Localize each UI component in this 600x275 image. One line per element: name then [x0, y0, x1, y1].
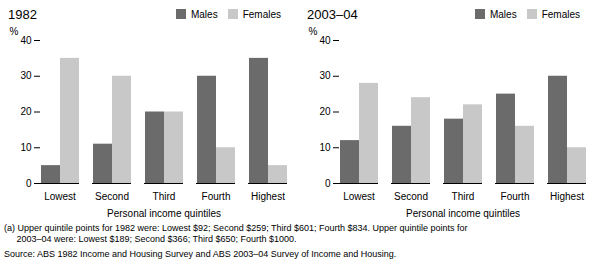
svg-text:40: 40: [20, 35, 32, 46]
svg-text:Second: Second: [95, 191, 129, 202]
svg-text:Fourth: Fourth: [202, 191, 231, 202]
svg-text:Third: Third: [452, 191, 475, 202]
svg-text:Lowest: Lowest: [44, 191, 76, 202]
svg-text:Highest: Highest: [550, 191, 584, 202]
svg-text:30: 30: [20, 70, 32, 81]
html-text:1982: 1982: [8, 6, 37, 22]
svg-text:10: 10: [20, 142, 32, 153]
svg-text:Second: Second: [394, 191, 428, 202]
html-text:2003–04: 2003–04: [307, 6, 358, 22]
svg-text:20: 20: [20, 106, 32, 117]
svg-text:Fourth: Fourth: [501, 191, 530, 202]
svg-text:%: %: [309, 26, 318, 37]
svg-text:10: 10: [319, 142, 331, 153]
html-text:2003–04 were: Lowest $189; Sec: 2003–04 were: Lowest $189; Second $366; …: [4, 234, 297, 244]
html-text:Females: Females: [541, 8, 580, 20]
html-text:Males: Males: [191, 8, 218, 20]
html-text:Females: Females: [242, 8, 281, 20]
html-text:Source: ABS 1982 Income and Ho: Source: ABS 1982 Income and Housing Surv…: [4, 249, 397, 259]
svg-text:0: 0: [26, 178, 32, 189]
html-text:Males: Males: [490, 8, 517, 20]
svg-text:40: 40: [319, 35, 331, 46]
svg-text:Third: Third: [153, 191, 176, 202]
svg-text:0: 0: [325, 178, 331, 189]
html-text:(a) Upper quintile points for: (a) Upper quintile points for 1982 were:…: [4, 223, 468, 233]
svg-text:20: 20: [319, 106, 331, 117]
svg-text:%: %: [10, 26, 19, 37]
svg-text:Highest: Highest: [251, 191, 285, 202]
svg-text:Personal income quintiles: Personal income quintiles: [406, 208, 520, 219]
svg-text:30: 30: [319, 70, 331, 81]
svg-text:Lowest: Lowest: [343, 191, 375, 202]
svg-text:Personal income quintiles: Personal income quintiles: [107, 208, 221, 219]
